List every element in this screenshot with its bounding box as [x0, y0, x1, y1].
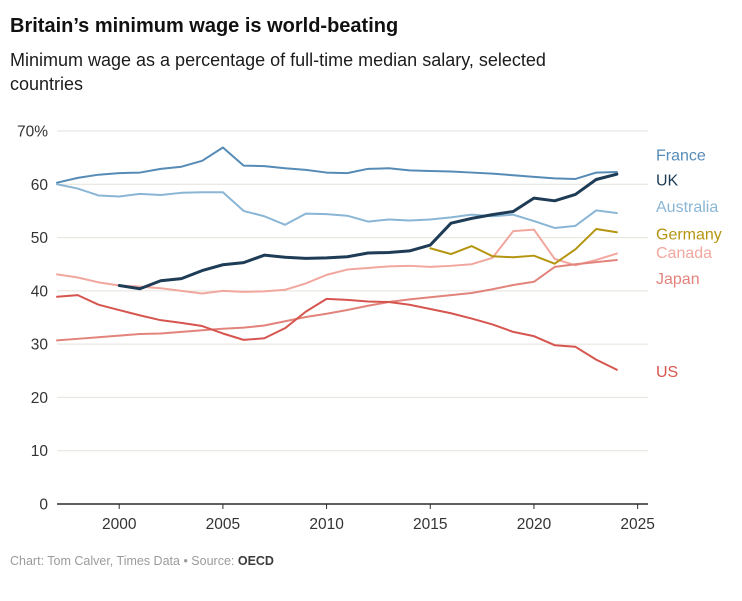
footer-source-link[interactable]: OECD: [237, 553, 274, 568]
series-line-australia: [56, 182, 618, 229]
footer-credit-text: Chart: Tom Calver, Times Data • Source:: [10, 553, 238, 568]
y-tick-label: 0: [39, 496, 48, 513]
chart-header: Britain’s minimum wage is world-beating …: [0, 0, 742, 97]
x-tick-label: 2025: [620, 516, 654, 533]
chart-container: 0 10 20 30 40 50 60 70% 2000 2005 2010 2015 2020 2025…: [0, 99, 742, 550]
series-line-japan: [56, 258, 618, 341]
x-tick-label: 2015: [413, 516, 447, 533]
y-tick-label: 40: [31, 283, 49, 300]
series-line-canada: [56, 228, 618, 295]
series-label-us: US: [656, 363, 678, 380]
series-line-germany: [429, 227, 618, 265]
y-tick-label: 10: [31, 443, 49, 460]
series-label-australia: Australia: [656, 199, 718, 216]
series-label-france: France: [656, 147, 706, 164]
y-tick-label: 70%: [17, 123, 48, 140]
page-title: Britain’s minimum wage is world-beating: [10, 15, 399, 37]
series-line-uk: [117, 172, 619, 290]
y-tick-label: 60: [31, 176, 49, 193]
footer-credit: Chart: Tom Calver, Times Data • Source: …: [0, 550, 742, 568]
series-label-germany: Germany: [656, 226, 722, 243]
x-tick-label: 2005: [206, 516, 240, 533]
chart-subtitle: Minimum wage as a percentage of full-tim…: [10, 50, 546, 94]
x-tick-label: 2010: [309, 516, 344, 533]
x-tick-label: 2020: [517, 516, 552, 533]
y-tick-label: 20: [31, 389, 49, 406]
y-tick-label: 30: [31, 336, 49, 353]
x-tick-label: 2000: [102, 516, 137, 533]
series-line-france: [56, 146, 618, 184]
series-line-us: [56, 293, 618, 371]
series-label-japan: Japan: [656, 271, 700, 288]
series-label-uk: UK: [656, 172, 679, 189]
chart-svg: 0 10 20 30 40 50 60 70% 2000 2005 2010 2015 2020 2025…: [17, 123, 722, 533]
series-label-canada: Canada: [656, 245, 712, 262]
y-tick-label: 50: [31, 230, 49, 247]
